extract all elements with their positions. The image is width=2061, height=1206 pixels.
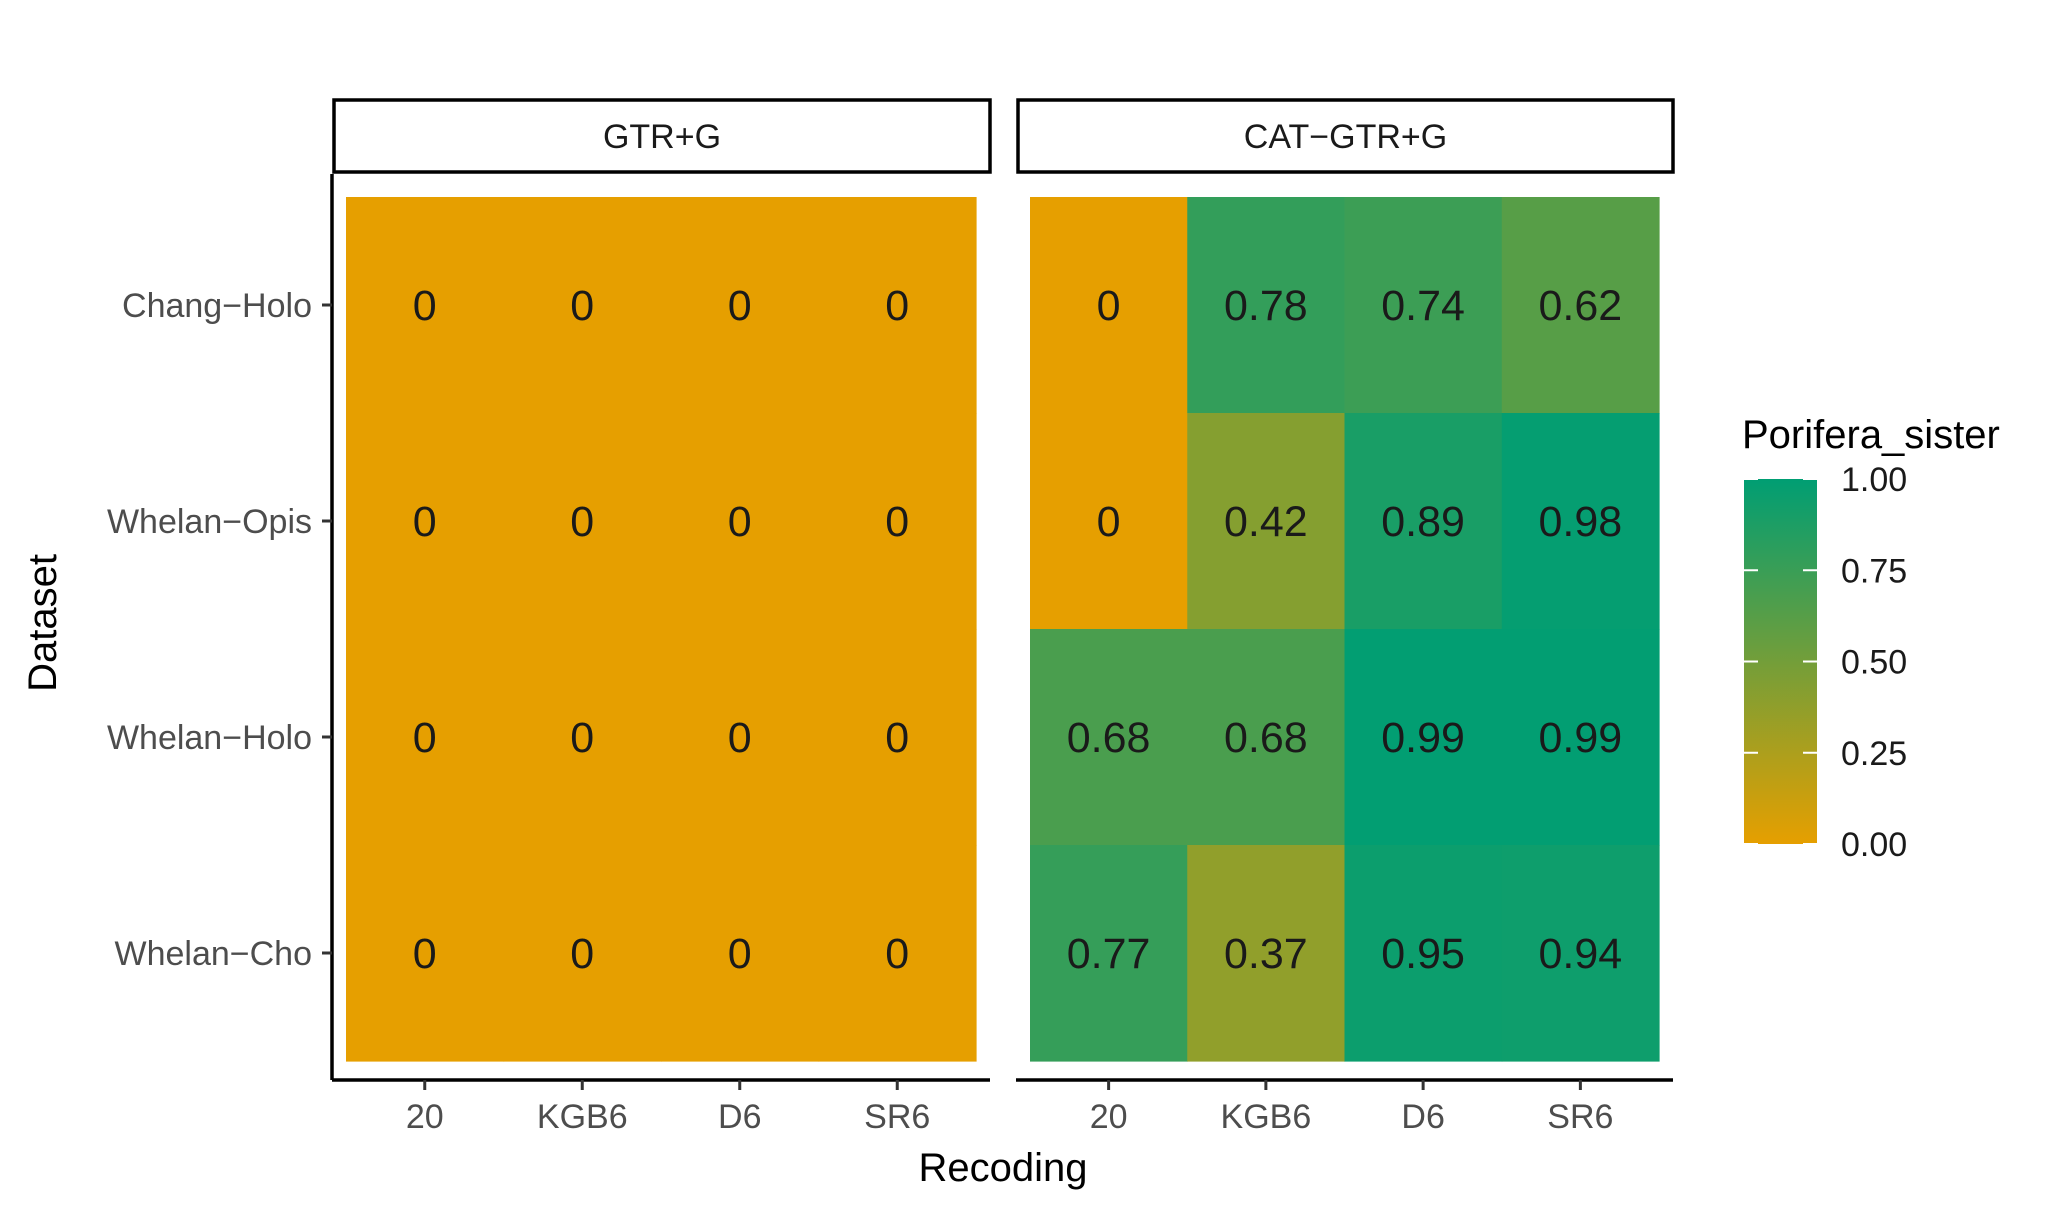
heatmap-tile <box>1344 629 1503 846</box>
tile-value-label: 0 <box>885 282 909 330</box>
heatmap-tile <box>1501 197 1660 414</box>
facet-strip <box>332 98 992 174</box>
heatmap-tile <box>346 413 505 630</box>
tile-value-label: 0.37 <box>1224 930 1308 978</box>
heatmap-tile <box>1344 845 1503 1062</box>
facet-strip <box>1016 98 1675 174</box>
legend-tick-label: 0.25 <box>1841 735 1907 773</box>
heatmap-tile <box>346 629 505 846</box>
tile-value-label: 0 <box>570 282 594 330</box>
tile-value-label: 0 <box>885 498 909 546</box>
heatmap-tile <box>1030 413 1188 630</box>
x-tick-label: 20 <box>406 1098 444 1136</box>
legend-tick-label: 1.00 <box>1841 461 1907 499</box>
heatmap-tile <box>503 845 662 1062</box>
facet-panel: CAT−GTR+G 0 0.78 0.74 0.62 0 0.42 0.89 0.98 0.68 0… <box>1016 98 1675 1062</box>
heatmap-tile <box>503 629 662 846</box>
x-tick-label: KGB6 <box>537 1098 628 1136</box>
tile-value-label: 0 <box>728 498 752 546</box>
tile-value-label: 0.62 <box>1539 282 1623 330</box>
heatmap-tile <box>1187 413 1346 630</box>
heatmap-tile <box>1187 845 1346 1062</box>
axes-layer: 20 KGB6 D6 SR6 20 KGB6 D6 SR6 Chang−Holo Whelan−O… <box>107 174 1673 1136</box>
heatmap-tile <box>661 413 820 630</box>
heatmap-tile <box>661 629 820 846</box>
tile-value-label: 0 <box>413 714 437 762</box>
tile-value-label: 0 <box>885 714 909 762</box>
heatmap-tile <box>503 197 662 414</box>
heatmap-tile <box>1030 197 1188 414</box>
heatmap-tile <box>1344 197 1503 414</box>
heatmap-tile <box>1501 845 1660 1062</box>
x-tick-label: SR6 <box>864 1098 930 1136</box>
x-tick-label: SR6 <box>1547 1098 1613 1136</box>
facet-strip-label: CAT−GTR+G <box>1244 118 1447 156</box>
y-tick-label: Chang−Holo <box>122 287 312 325</box>
x-tick-label: 20 <box>1090 1098 1128 1136</box>
heatmap-tile <box>1501 413 1660 630</box>
heatmap-tile <box>661 197 820 414</box>
heatmap-tile <box>1344 413 1503 630</box>
legend-tick-label: 0.50 <box>1841 644 1907 682</box>
y-tick-label: Whelan−Cho <box>114 935 312 973</box>
y-axis-title: Dataset <box>21 554 65 692</box>
tile-value-label: 0.99 <box>1381 714 1465 762</box>
heatmap-tile <box>1030 845 1188 1062</box>
tile-value-label: 0.42 <box>1224 498 1308 546</box>
x-tick-label: D6 <box>718 1098 761 1136</box>
tile-value-label: 0 <box>413 498 437 546</box>
heatmap-tile <box>1030 629 1188 846</box>
heatmap-tile <box>346 197 505 414</box>
heatmap-tile <box>818 197 977 414</box>
legend-ticks: 0.00 0.25 0.50 0.75 1.00 <box>1744 461 1907 864</box>
heatmap-tile <box>1187 197 1346 414</box>
tile-value-label: 0 <box>1097 498 1121 546</box>
heatmap-tile <box>818 629 977 846</box>
tile-value-label: 0 <box>570 714 594 762</box>
tile-value-label: 0.94 <box>1539 930 1623 978</box>
tile-value-label: 0.68 <box>1224 714 1308 762</box>
heatmap-tile <box>661 845 820 1062</box>
tile-value-label: 0 <box>728 930 752 978</box>
tile-value-label: 0 <box>885 930 909 978</box>
heatmap-tile <box>1187 629 1346 846</box>
tile-value-label: 0.77 <box>1067 930 1151 978</box>
legend-tick-label: 0.75 <box>1841 552 1907 590</box>
tile-value-label: 0.98 <box>1539 498 1623 546</box>
tile-value-label: 0 <box>728 282 752 330</box>
x-tick-label: D6 <box>1401 1098 1444 1136</box>
tile-value-label: 0 <box>570 930 594 978</box>
x-tick-label: KGB6 <box>1221 1098 1312 1136</box>
tile-value-label: 0.95 <box>1381 930 1465 978</box>
heatmap-tile <box>1501 629 1660 846</box>
legend-title: Porifera_sister <box>1742 413 2000 457</box>
heatmap-tile <box>346 845 505 1062</box>
y-tick-label: Whelan−Holo <box>107 719 312 757</box>
heatmap-tile <box>503 413 662 630</box>
legend: Porifera_sister 0.00 0.25 0.50 0.75 1.00 <box>1742 413 2000 864</box>
legend-tick-label: 0.00 <box>1841 826 1907 864</box>
tile-value-label: 0.99 <box>1539 714 1623 762</box>
tile-value-label: 0 <box>1097 282 1121 330</box>
tile-value-label: 0 <box>413 282 437 330</box>
tile-value-label: 0.74 <box>1381 282 1465 330</box>
tile-value-label: 0 <box>728 714 752 762</box>
facet-panel: GTR+G 0 0 0 0 0 0 0 0 0 0 0 0 0 0 0 0 <box>332 98 992 1062</box>
tile-value-label: 0.68 <box>1067 714 1151 762</box>
y-tick-label: Whelan−Opis <box>107 503 312 541</box>
x-axis-title: Recoding <box>918 1146 1087 1190</box>
heatmap-tile <box>818 845 977 1062</box>
facets-layer: GTR+G 0 0 0 0 0 0 0 0 0 0 0 0 0 0 0 0 CAT−GTR+G 0 0.78 0.74 0… <box>332 98 1675 1062</box>
tile-value-label: 0.89 <box>1381 498 1465 546</box>
facet-strip-label: GTR+G <box>603 118 721 156</box>
tile-value-label: 0 <box>570 498 594 546</box>
tile-value-label: 0.78 <box>1224 282 1308 330</box>
tile-value-label: 0 <box>413 930 437 978</box>
heatmap-tile <box>818 413 977 630</box>
